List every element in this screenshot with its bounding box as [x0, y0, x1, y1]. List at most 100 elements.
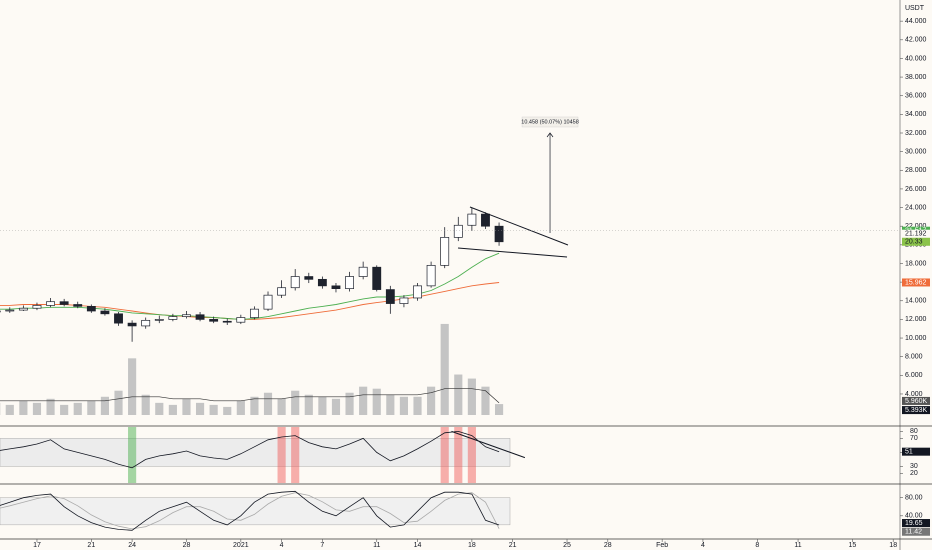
trend-line — [469, 206, 569, 246]
candle-body — [399, 297, 409, 304]
candle-body — [182, 314, 191, 317]
rsi-value-box — [902, 447, 930, 456]
volume-bar — [467, 378, 476, 415]
y-tick-label: 38.000 — [905, 74, 927, 81]
volume-bar — [413, 396, 422, 415]
marker-label-box — [902, 229, 930, 238]
volume-bar — [182, 398, 191, 415]
y-tick-label: 40.000 — [905, 55, 927, 62]
x-tick-label: 21 — [87, 542, 95, 549]
volume-ma — [0, 388, 500, 404]
rsi-highlight — [277, 427, 286, 483]
candle-body — [317, 278, 327, 287]
y-tick-label: 34.000 — [905, 111, 927, 118]
volume-bar — [250, 396, 259, 415]
volume-bar — [481, 386, 490, 415]
x-tick-label: 8 — [755, 542, 759, 549]
rsi-highlight — [467, 427, 476, 483]
volume-bar — [291, 390, 300, 415]
x-tick-label: 2021 — [233, 542, 249, 549]
ma-slow-label-box — [902, 278, 930, 287]
volume-bar — [5, 404, 14, 415]
y-tick-label: 44.000 — [905, 18, 927, 25]
candle-body — [304, 276, 314, 280]
volume-bar — [236, 400, 245, 415]
ma-slow — [0, 282, 500, 320]
rsi-highlight — [128, 427, 137, 483]
x-tick-label: 4 — [280, 542, 284, 549]
rsi-highlight — [291, 427, 300, 483]
stoch-k — [0, 490, 500, 531]
candle-body — [195, 314, 205, 320]
volume-bar — [331, 398, 341, 415]
rsi-highlight — [454, 427, 463, 483]
candle-body — [168, 316, 178, 320]
annotation-box — [521, 116, 579, 128]
rsi-tick-label: 20 — [910, 470, 918, 477]
x-tick-label: 7 — [320, 542, 324, 549]
x-tick-label: 25 — [563, 542, 571, 549]
candle-body — [100, 310, 110, 315]
y-tick-label: 30.000 — [905, 148, 927, 155]
last-price: 20.33 — [905, 239, 923, 246]
candle-body — [440, 237, 450, 266]
y-tick-label: 14.000 — [905, 298, 927, 305]
last-price-box — [902, 237, 930, 246]
volume-bar — [304, 394, 313, 415]
candle-body — [141, 319, 151, 327]
stoch-tick-label: 40.00 — [905, 513, 923, 520]
y-tick-label: 26.000 — [905, 186, 927, 193]
y-tick-label: 36.000 — [905, 93, 927, 100]
stoch-k-value: 19.65 — [905, 520, 923, 527]
rsi-tick-label: 80 — [910, 428, 918, 435]
volume-bar — [223, 406, 232, 415]
x-tick-label: Feb — [656, 542, 668, 549]
candle-body — [236, 317, 246, 323]
candle-body — [114, 313, 123, 324]
volume-bar — [32, 402, 42, 415]
volume-bar — [195, 402, 205, 415]
volume-bar — [209, 404, 218, 415]
candle-body — [127, 322, 137, 327]
candle-body — [46, 301, 55, 306]
candle-body — [413, 285, 422, 299]
volume-bar — [128, 358, 137, 415]
y-tick-label: 10.000 — [905, 335, 927, 342]
volume-label-box — [902, 406, 930, 415]
x-tick-label: 15 — [849, 542, 857, 549]
ma-slow-label: 15.962 — [905, 279, 927, 286]
stoch-tick-label: 80.00 — [905, 495, 923, 502]
candle-body — [73, 304, 83, 307]
volume-bar — [19, 400, 28, 415]
x-tick-label: 17 — [33, 542, 41, 549]
volume-bar — [114, 390, 123, 415]
x-tick-label: 28 — [604, 542, 612, 549]
volume-bar — [277, 398, 286, 415]
candle-body — [59, 301, 69, 305]
y-tick-label: 32.000 — [905, 130, 927, 137]
volume-bar — [359, 386, 368, 415]
rsi-trend-line — [451, 430, 526, 459]
volume-ma-label-box — [902, 396, 930, 405]
candle-body — [209, 319, 219, 322]
x-tick-label: 21 — [509, 542, 517, 549]
candle-body — [277, 287, 287, 296]
x-tick-label: 14 — [414, 542, 422, 549]
arrow-head — [546, 132, 554, 138]
candle-body — [5, 309, 15, 312]
volume-bar — [46, 398, 55, 415]
volume-bar — [372, 388, 381, 415]
stoch-k-value-box — [902, 519, 930, 528]
candle-body — [290, 276, 300, 289]
volume-bar — [263, 392, 273, 415]
trend-line — [457, 247, 568, 258]
volume-bar — [318, 396, 327, 415]
rsi-tick-label: 70 — [910, 435, 918, 442]
rsi-highlight — [440, 427, 449, 483]
candle-body — [453, 224, 463, 238]
x-tick-label: 4 — [701, 542, 705, 549]
volume-bar — [494, 404, 504, 415]
volume-ma-label: 5.960K — [905, 398, 928, 405]
annotation: 10.458 (50.07%) 10458 — [521, 119, 579, 125]
y-tick-label: 12.000 — [905, 316, 927, 323]
